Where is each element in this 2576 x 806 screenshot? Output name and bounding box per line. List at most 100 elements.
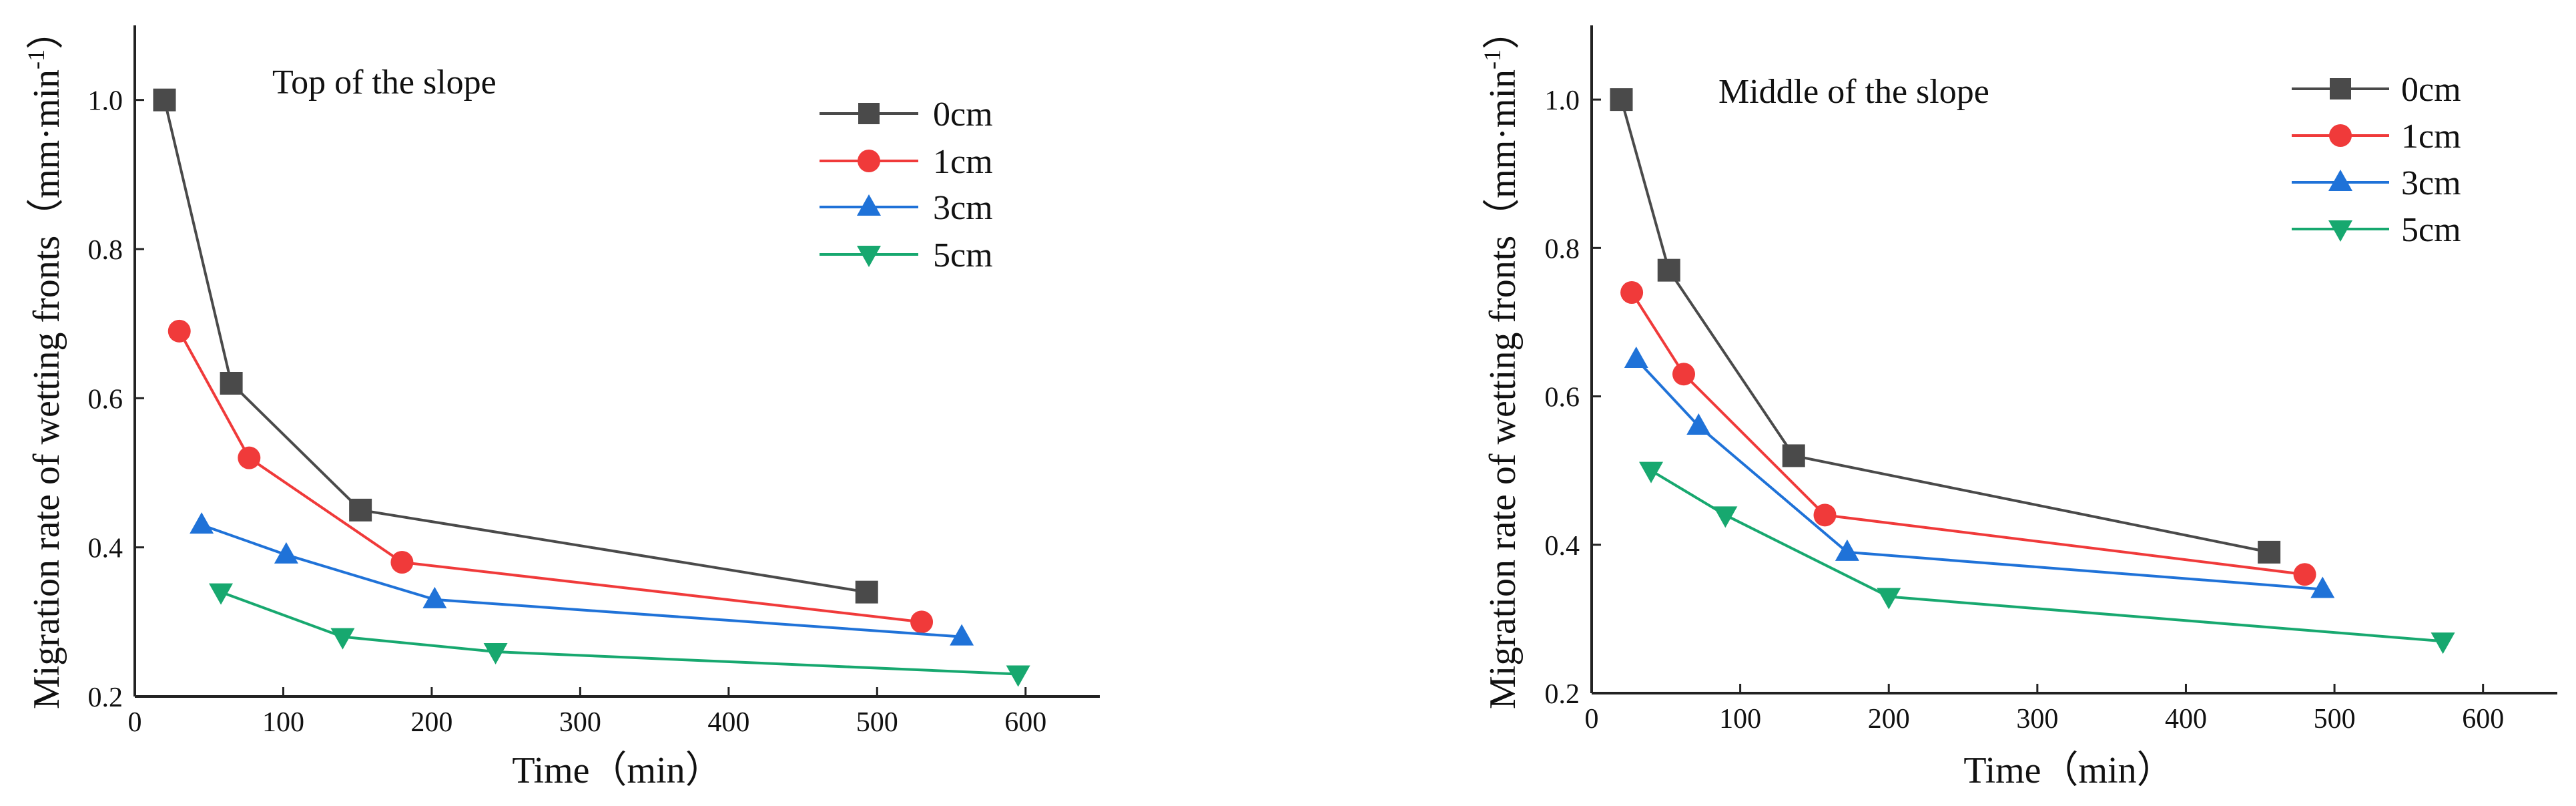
x-tick-label: 600: [2462, 704, 2504, 735]
series-line: [163, 99, 868, 594]
x-ticks: 0 100 200 300 400 500 600: [1585, 684, 2504, 735]
data-point-triangle-down: [209, 583, 234, 605]
legend-marker-triangle-down: [2328, 220, 2352, 242]
data-point-triangle-up: [1686, 413, 1711, 435]
legend-marker-triangle-up: [2328, 170, 2352, 191]
legend-item-1cm: 1cm: [820, 143, 993, 181]
legend-item-0cm: 0cm: [2292, 71, 2461, 109]
y-axis-label-close: ）: [1482, 12, 1524, 49]
data-point-triangle-up: [422, 586, 447, 608]
legend-marker-square: [2330, 78, 2351, 99]
legend-label: 3cm: [933, 189, 993, 227]
series-3cm: [1624, 347, 2335, 598]
data-point-triangle-down: [1713, 506, 1738, 528]
x-axis-label: Time（min）: [1963, 750, 2174, 791]
legend-item-3cm: 3cm: [820, 189, 993, 227]
data-point-circle: [1620, 281, 1644, 304]
legend-label: 3cm: [2401, 164, 2461, 202]
data-point-triangle-up: [1624, 347, 1648, 368]
data-point-triangle-down: [1006, 665, 1030, 687]
y-axis-label-superscript: -1: [1479, 49, 1506, 69]
y-tick-label: 0.4: [88, 534, 123, 564]
y-axis-label-close: ）: [26, 12, 67, 49]
data-point-square: [1782, 444, 1805, 467]
x-tick-label: 0: [1585, 704, 1599, 735]
legend-item-1cm: 1cm: [2292, 118, 2461, 156]
x-tick-label: 300: [2016, 704, 2058, 735]
legend-marker-triangle-up: [857, 194, 881, 216]
y-tick-label: 0.8: [1545, 234, 1580, 264]
data-point-triangle-down: [1877, 588, 1901, 610]
y-tick-label: 0.6: [88, 384, 123, 415]
x-tick-label: 200: [410, 707, 452, 738]
series-line: [201, 524, 962, 638]
data-point-circle: [910, 610, 934, 634]
data-point-square: [153, 88, 176, 112]
data-point-circle: [168, 319, 191, 343]
legend-marker-square: [858, 103, 880, 124]
y-axis-label: Migration rate of wetting fronts（mm·min-…: [1479, 12, 1524, 709]
data-point-square: [220, 372, 243, 395]
legend-label: 0cm: [2401, 71, 2461, 109]
series-1cm: [1620, 281, 2316, 586]
data-point-triangle-down: [330, 628, 355, 650]
data-point-circle: [390, 551, 414, 574]
x-tick-label: 500: [856, 707, 898, 738]
x-tick-label: 500: [2314, 704, 2356, 735]
data-point-triangle-down: [2431, 632, 2455, 654]
y-tick-label: 0.4: [1545, 531, 1580, 562]
data-point-triangle-up: [1835, 539, 1859, 561]
legend-label: 1cm: [933, 143, 993, 181]
series-line: [1650, 469, 2443, 643]
y-tick-label: 0.6: [1545, 383, 1580, 413]
data-point-triangle-up: [190, 512, 214, 534]
series-1cm: [168, 319, 934, 634]
series-line: [1620, 99, 2270, 554]
x-tick-label: 400: [707, 707, 749, 738]
series-0cm: [153, 88, 878, 604]
legend-label: 5cm: [2401, 211, 2461, 249]
legend-label: 1cm: [2401, 118, 2461, 156]
series-layer: [153, 88, 1030, 687]
y-tick-label: 1.0: [88, 86, 123, 117]
y-tick-label: 1.0: [1545, 85, 1580, 116]
legend-item-3cm: 3cm: [2292, 164, 2461, 202]
x-tick-label: 100: [262, 707, 304, 738]
x-tick-label: 200: [1868, 704, 1910, 735]
y-axis-label-main: Migration rate of wetting fronts（mm·min: [1482, 69, 1524, 709]
y-ticks: 0.2 0.4 0.6 0.8 1.0: [88, 86, 144, 713]
data-point-square: [855, 580, 878, 604]
y-axis-label-main: Migration rate of wetting fronts（mm·min: [26, 69, 67, 709]
legend-item-0cm: 0cm: [820, 95, 993, 134]
data-point-triangle-down: [483, 643, 508, 664]
data-point-circle: [1813, 503, 1837, 527]
data-point-square: [349, 498, 372, 522]
series-5cm: [1639, 461, 2455, 654]
chart-title: Middle of the slope: [1718, 73, 1989, 111]
series-line: [220, 590, 1018, 676]
y-axis-label: Migration rate of wetting fronts（mm·min-…: [23, 12, 67, 709]
y-ticks: 0.2 0.4 0.6 0.8 1.0: [1545, 85, 1601, 710]
x-tick-label: 100: [1719, 704, 1761, 735]
y-tick-label: 0.2: [88, 682, 123, 713]
legend-marker-circle: [2329, 124, 2352, 147]
x-tick-label: 0: [128, 707, 142, 738]
y-tick-label: 0.8: [88, 235, 123, 266]
chart-middle-of-slope: 0 100 200 300 400 500 600 0.2 0.4 0.6 0.8 1.0 Midd…: [1479, 12, 2557, 791]
x-tick-label: 400: [2165, 704, 2207, 735]
data-point-triangle-down: [1639, 461, 1664, 483]
x-axis-label: Time（min）: [512, 750, 722, 791]
data-point-triangle-up: [274, 542, 298, 564]
series-line: [178, 330, 922, 624]
legend: 0cm 1cm 3cm 5cm: [2292, 71, 2461, 249]
data-point-triangle-up: [2310, 576, 2335, 598]
x-ticks: 0 100 200 300 400 500 600: [128, 687, 1046, 738]
chart-top-of-slope: 0 100 200 300 400 500 600 0.2 0.4 0.6 0.8 1.0 Top …: [23, 12, 1100, 791]
x-tick-label: 600: [1004, 707, 1046, 738]
y-axis-label-superscript: -1: [23, 49, 49, 69]
series-line: [1630, 291, 2305, 576]
legend-label: 5cm: [933, 236, 993, 274]
data-point-square: [2258, 540, 2281, 564]
series-3cm: [190, 512, 974, 646]
